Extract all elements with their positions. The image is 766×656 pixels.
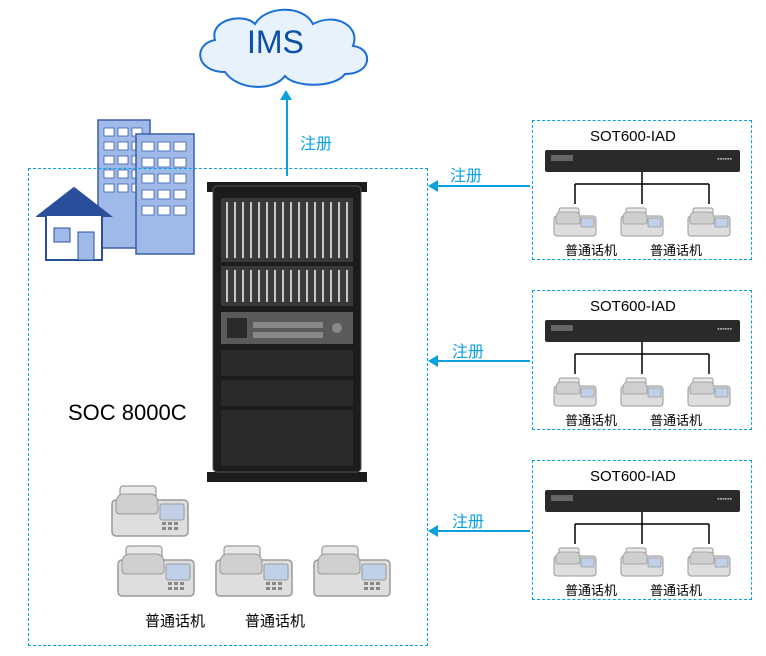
ims-cloud: IMS — [185, 2, 375, 97]
iad3-phone-label-2: 普通话机 — [650, 580, 702, 599]
arrow-soc-to-ims-head — [280, 90, 292, 100]
iad1-phone-3 — [687, 204, 731, 243]
arrow-iad2-head — [428, 355, 438, 367]
iad3-phone-2 — [620, 544, 664, 583]
iad2-phone-label-2: 普通话机 — [650, 410, 702, 429]
arrow-soc-to-ims — [286, 98, 288, 176]
soc-label: SOC 8000C — [68, 400, 187, 426]
iad1-phone-label-2: 普通话机 — [650, 240, 702, 259]
soc-phone-2 — [214, 540, 294, 600]
register-label-3: 注册 — [452, 508, 484, 532]
iad1-phone-1 — [553, 204, 597, 243]
arrow-iad1-head — [428, 180, 438, 192]
iad2-phone-1 — [553, 374, 597, 413]
iad3-phone-1 — [553, 544, 597, 583]
iad1-phone-2 — [620, 204, 664, 243]
soc-phone-label-2: 普通话机 — [245, 610, 305, 631]
soc-phone-label-1: 普通话机 — [145, 610, 205, 631]
server-rack-icon — [207, 182, 367, 482]
soc-phone-3 — [312, 540, 392, 600]
iad-device-1: ▪▪▪▪▪▪ — [545, 150, 740, 172]
register-label-1: 注册 — [450, 162, 482, 186]
ims-label: IMS — [247, 24, 304, 61]
iad-phone-tree-2 — [545, 342, 740, 378]
iad-title-2: SOT600-IAD — [590, 298, 676, 315]
iad2-phone-label-1: 普通话机 — [565, 410, 617, 429]
iad-device-3: ▪▪▪▪▪▪ — [545, 490, 740, 512]
iad-title-1: SOT600-IAD — [590, 128, 676, 145]
iad2-phone-3 — [687, 374, 731, 413]
arrow-iad3-head — [428, 525, 438, 537]
iad-phone-tree-3 — [545, 512, 740, 548]
soc-phone-1 — [116, 540, 196, 600]
iad2-phone-2 — [620, 374, 664, 413]
iad-phone-tree-1 — [545, 172, 740, 208]
iad3-phone-3 — [687, 544, 731, 583]
iad-device-2: ▪▪▪▪▪▪ — [545, 320, 740, 342]
register-label-2: 注册 — [452, 338, 484, 362]
iad1-phone-label-1: 普通话机 — [565, 240, 617, 259]
register-label-up: 注册 — [300, 130, 332, 154]
iad-title-3: SOT600-IAD — [590, 468, 676, 485]
iad3-phone-label-1: 普通话机 — [565, 580, 617, 599]
